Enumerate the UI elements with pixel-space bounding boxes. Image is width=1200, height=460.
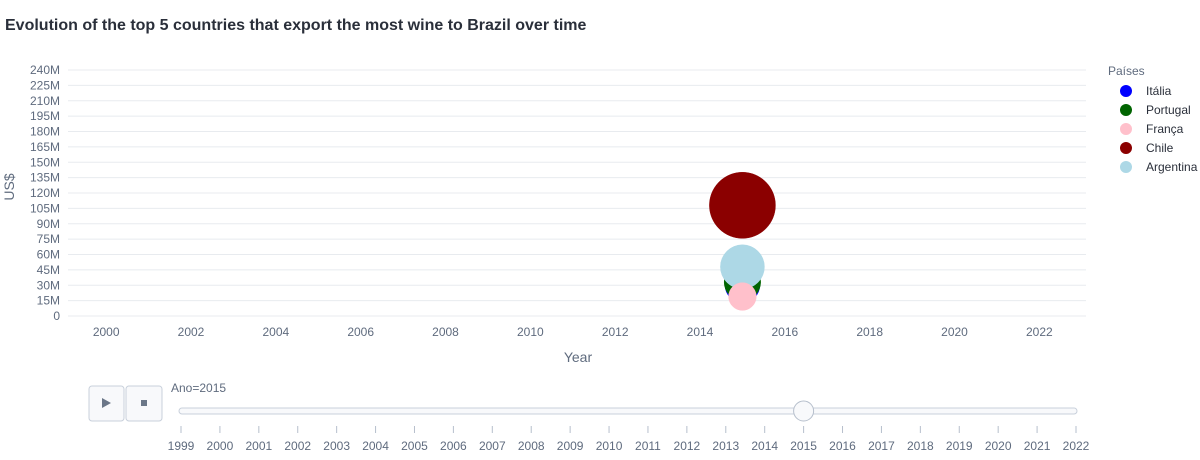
x-axis-ticks: 2000 2002 2004 2006 2008 2010 2012 2014 2016 2018… <box>93 325 1053 339</box>
grid <box>68 69 1086 317</box>
x-tick-label: 2014 <box>687 325 714 339</box>
slider-step-label[interactable]: 2010 <box>596 439 623 453</box>
slider-step-label[interactable]: 2001 <box>245 439 272 453</box>
slider-step-label[interactable]: 2014 <box>751 439 778 453</box>
slider-current-value: Ano=2015 <box>171 381 226 395</box>
legend-item-label[interactable]: Portugal <box>1146 103 1191 117</box>
slider-step-label[interactable]: 2009 <box>557 439 584 453</box>
y-tick-label: 165M <box>30 140 60 154</box>
play-icon <box>102 398 111 408</box>
y-tick-label: 0 <box>53 309 60 323</box>
slider-step-label[interactable]: 2002 <box>284 439 311 453</box>
y-tick-label: 105M <box>30 201 60 215</box>
x-tick-label: 2004 <box>262 325 289 339</box>
play-button[interactable] <box>88 385 125 422</box>
slider-step-label[interactable]: 2019 <box>946 439 973 453</box>
slider-step-label[interactable]: 2007 <box>479 439 506 453</box>
y-tick-label: 210M <box>30 94 60 108</box>
slider-step-label[interactable]: 2022 <box>1063 439 1090 453</box>
legend-item-label[interactable]: França <box>1146 122 1184 136</box>
slider-step-label[interactable]: 2016 <box>829 439 856 453</box>
y-tick-label: 90M <box>37 217 60 231</box>
y-tick-label: 195M <box>30 109 60 123</box>
slider-step-label[interactable]: 2005 <box>401 439 428 453</box>
slider-step-label[interactable]: 2008 <box>518 439 545 453</box>
marker-chile[interactable] <box>709 172 776 239</box>
stop-icon <box>141 400 147 406</box>
y-tick-label: 135M <box>30 171 60 185</box>
slider-step-label[interactable]: 2003 <box>323 439 350 453</box>
slider-step-label[interactable]: 2017 <box>868 439 895 453</box>
y-tick-label: 75M <box>37 232 60 246</box>
legend-title: Países <box>1108 64 1145 78</box>
slider-step-label[interactable]: 2000 <box>207 439 234 453</box>
legend-item-label[interactable]: Chile <box>1146 141 1174 155</box>
x-tick-label: 2010 <box>517 325 544 339</box>
x-tick-label: 2018 <box>856 325 883 339</box>
slider-step-label[interactable]: 2018 <box>907 439 934 453</box>
y-axis-title: US$ <box>1 173 17 200</box>
chart-title: Evolution of the top 5 countries that ex… <box>5 17 586 34</box>
x-tick-label: 2020 <box>941 325 968 339</box>
slider-step-label[interactable]: 2021 <box>1024 439 1051 453</box>
slider-handle[interactable] <box>793 400 815 422</box>
x-tick-label: 2008 <box>432 325 459 339</box>
legend-item-label[interactable]: Argentina <box>1146 160 1198 174</box>
y-tick-label: 240M <box>30 63 60 77</box>
slider-step-label[interactable]: 2004 <box>362 439 389 453</box>
legend-item-label[interactable]: Itália <box>1146 84 1172 98</box>
slider-step-label[interactable]: 2015 <box>790 439 817 453</box>
marker-frança[interactable] <box>728 282 757 311</box>
y-tick-label: 180M <box>30 125 60 139</box>
legend-marker <box>1120 85 1132 97</box>
slider-step-label[interactable]: 1999 <box>168 439 195 453</box>
slider-rail[interactable] <box>178 407 1078 415</box>
y-tick-label: 120M <box>30 186 60 200</box>
slider-step-label[interactable]: 2011 <box>635 439 661 453</box>
stop-button[interactable] <box>125 385 163 422</box>
y-tick-label: 15M <box>37 294 60 308</box>
marker-argentina[interactable] <box>720 244 765 290</box>
x-tick-label: 2016 <box>771 325 798 339</box>
legend-marker <box>1120 123 1132 135</box>
x-tick-label: 2002 <box>178 325 205 339</box>
x-axis-title: Year <box>564 349 593 365</box>
legend-marker <box>1120 161 1132 173</box>
legend-marker <box>1120 104 1132 116</box>
x-tick-label: 2000 <box>93 325 120 339</box>
slider-step-label[interactable]: 2013 <box>712 439 739 453</box>
slider-ticks: 1999 2000 2001 2002 2003 2004 2005 2006 2007 2008… <box>168 426 1090 453</box>
x-tick-label: 2022 <box>1026 325 1053 339</box>
x-tick-label: 2006 <box>347 325 374 339</box>
x-tick-label: 2012 <box>602 325 629 339</box>
slider-step-label[interactable]: 2012 <box>674 439 701 453</box>
y-tick-label: 45M <box>37 263 60 277</box>
y-tick-label: 60M <box>37 248 60 262</box>
y-tick-label: 225M <box>30 78 60 92</box>
y-tick-label: 150M <box>30 155 60 169</box>
legend: Países Itália Portugal França Chile Argentin… <box>1108 64 1198 174</box>
legend-marker <box>1120 142 1132 154</box>
slider-step-label[interactable]: 2020 <box>985 439 1012 453</box>
y-tick-label: 30M <box>37 278 60 292</box>
y-axis-ticks: 015M30M45M60M75M90M105M120M135M150M165M1… <box>30 63 60 323</box>
slider-step-label[interactable]: 2006 <box>440 439 467 453</box>
markers <box>709 172 776 311</box>
